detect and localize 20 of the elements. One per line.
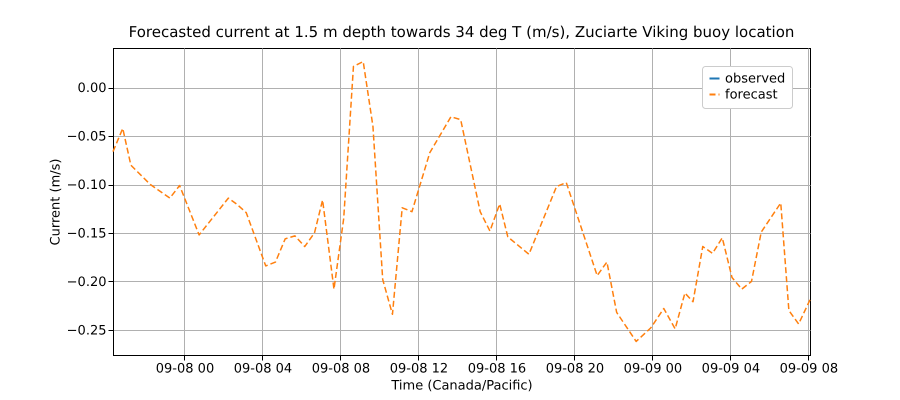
x-tick-label: 09-09 04 bbox=[702, 362, 760, 376]
x-tick-label: 09-09 00 bbox=[624, 362, 682, 376]
x-tick-label: 09-08 12 bbox=[390, 362, 448, 376]
y-tick-label: −0.10 bbox=[66, 178, 106, 194]
x-tick-label: 09-09 08 bbox=[780, 362, 838, 376]
y-axis-title: Current (m/s) bbox=[48, 158, 64, 246]
legend-label: observed bbox=[725, 72, 786, 86]
x-axis-title: Time (Canada/Pacific) bbox=[390, 378, 533, 394]
x-tick-label: 09-08 04 bbox=[234, 362, 292, 376]
x-tick-label: 09-08 00 bbox=[156, 362, 214, 376]
x-tick-label: 09-08 20 bbox=[546, 362, 604, 376]
x-tick-label: 09-08 08 bbox=[312, 362, 370, 376]
y-tick-label: 0.00 bbox=[78, 81, 106, 96]
y-tick-label: −0.20 bbox=[66, 274, 106, 290]
x-tick-label: 09-08 16 bbox=[468, 362, 526, 376]
chart-title: Forecasted current at 1.5 m depth towards 34 deg T (m/s), Zuciarte Viking buoy location bbox=[128, 23, 794, 41]
y-tick-label: −0.25 bbox=[66, 323, 106, 338]
y-tick-label: −0.15 bbox=[66, 226, 106, 242]
y-tick-label: −0.05 bbox=[66, 130, 106, 145]
legend-label: forecast bbox=[725, 88, 778, 102]
